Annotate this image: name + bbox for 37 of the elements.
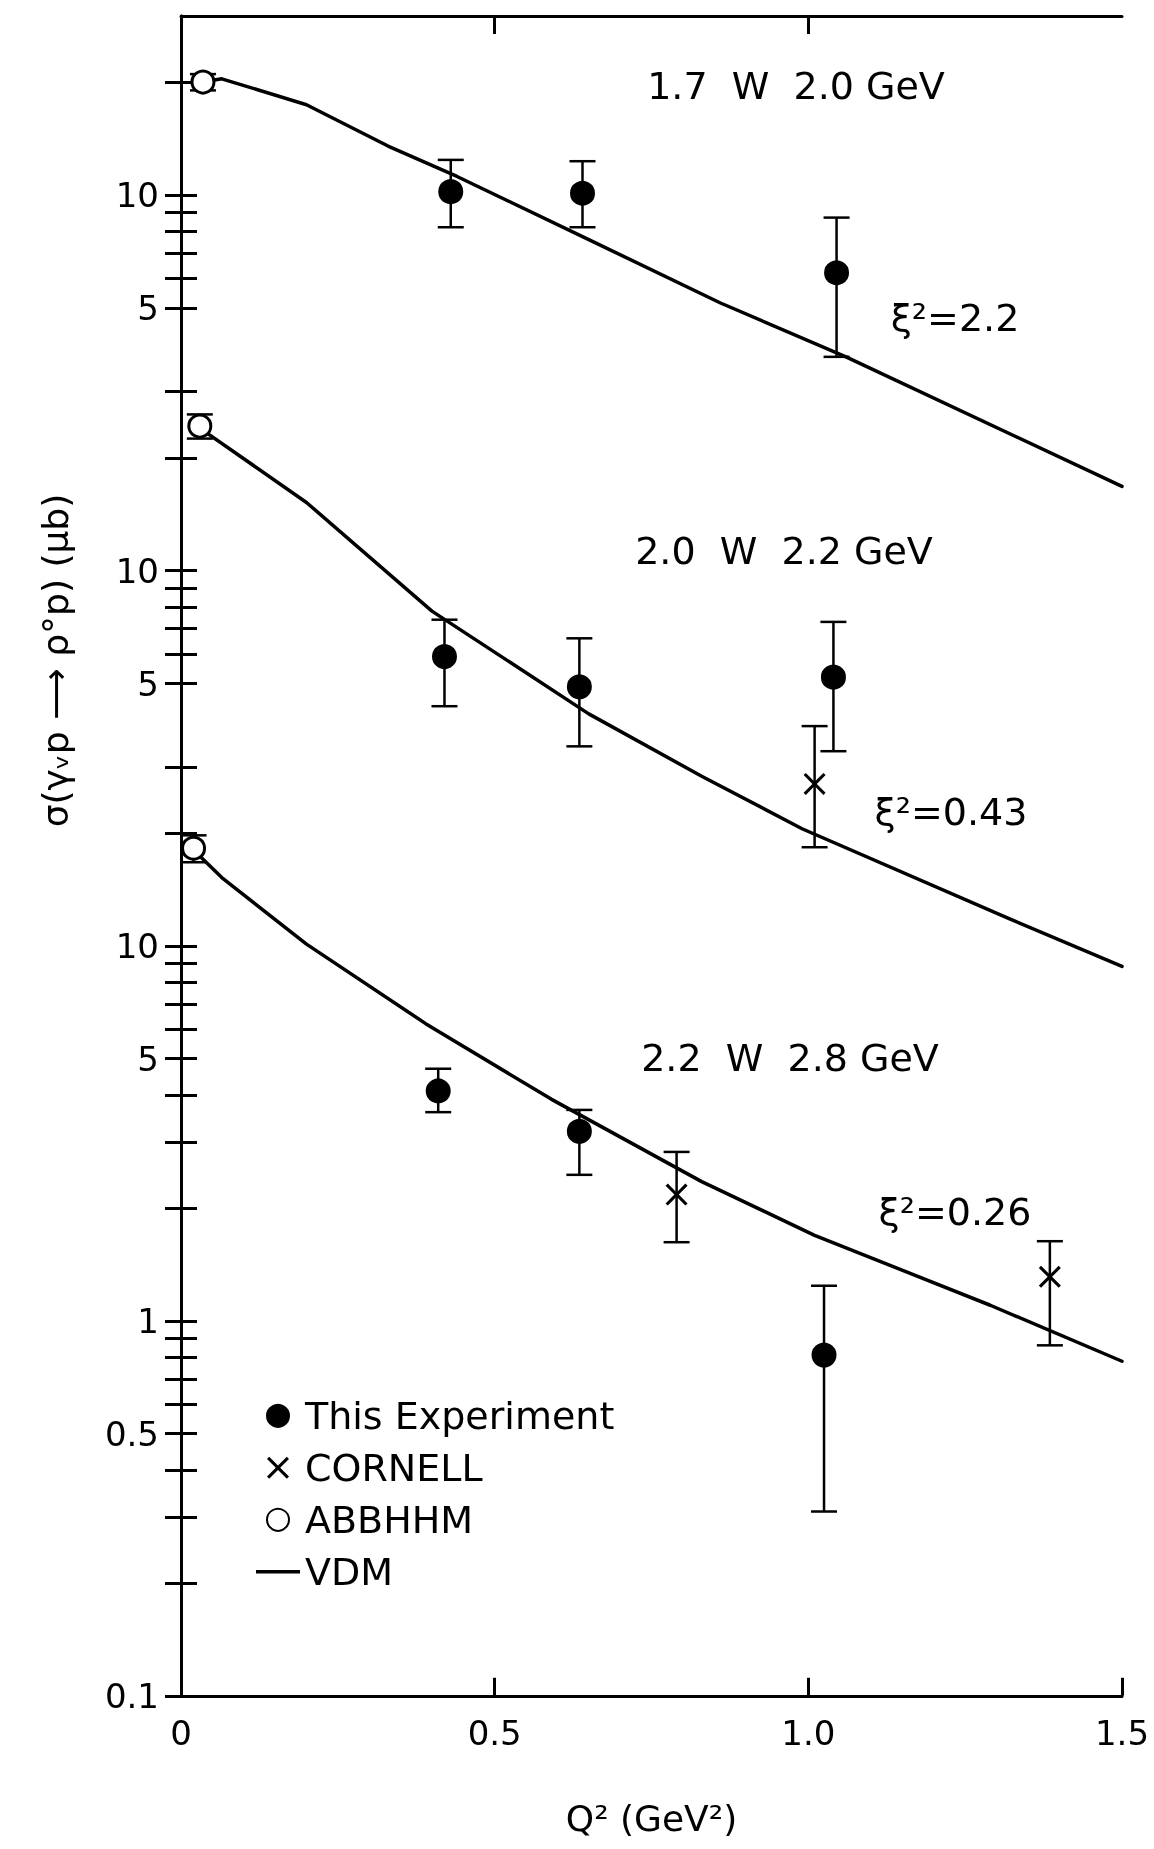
legend-label: VDM xyxy=(305,1549,394,1594)
point xyxy=(824,260,850,286)
point xyxy=(1038,1265,1061,1288)
point xyxy=(820,664,846,690)
point xyxy=(803,772,826,795)
y-tick-label: 0.5 xyxy=(104,1413,159,1454)
annotation: ξ²=0.43 xyxy=(874,790,1028,834)
legend-label: ABBHHM xyxy=(305,1497,474,1542)
point xyxy=(566,674,592,700)
point xyxy=(438,179,464,205)
x-tick-label: 1.5 xyxy=(1094,1712,1150,1753)
legend-label: CORNELL xyxy=(305,1445,483,1490)
point xyxy=(570,180,595,206)
y-tick-label: 5 xyxy=(137,663,159,704)
y-tick-label: 10 xyxy=(115,925,159,966)
x-tick-label: 0 xyxy=(170,1712,192,1753)
y-tick-label: 10 xyxy=(115,174,159,215)
y-tick-label: 1 xyxy=(137,1300,159,1341)
y-tick-label: 10 xyxy=(115,550,159,591)
point xyxy=(432,644,457,670)
y-tick-label: 5 xyxy=(137,1038,159,1079)
x-tick-label: 1.0 xyxy=(781,1712,836,1753)
y-axis-title: σ(γᵥp ⟶ ρ°p) (μb) xyxy=(34,493,76,828)
y-tick-label: 5 xyxy=(137,287,159,328)
x-axis-title: Q² (GeV²) xyxy=(565,1798,738,1840)
annotation: 2.2 W 2.8 GeV xyxy=(641,1036,939,1080)
annotation: ξ²=0.26 xyxy=(878,1190,1032,1234)
point xyxy=(566,1118,592,1144)
annotation: 1.7 W 2.0 GeV xyxy=(647,64,945,108)
point xyxy=(665,1183,688,1206)
x-tick-label: 0.5 xyxy=(467,1712,522,1753)
y-tick-label: 0.1 xyxy=(104,1675,159,1716)
annotation: ξ²=2.2 xyxy=(890,296,1020,340)
legend-label: This Experiment xyxy=(304,1393,615,1438)
point xyxy=(811,1342,837,1368)
point xyxy=(425,1078,451,1104)
annotation: 2.0 W 2.2 GeV xyxy=(635,529,933,573)
